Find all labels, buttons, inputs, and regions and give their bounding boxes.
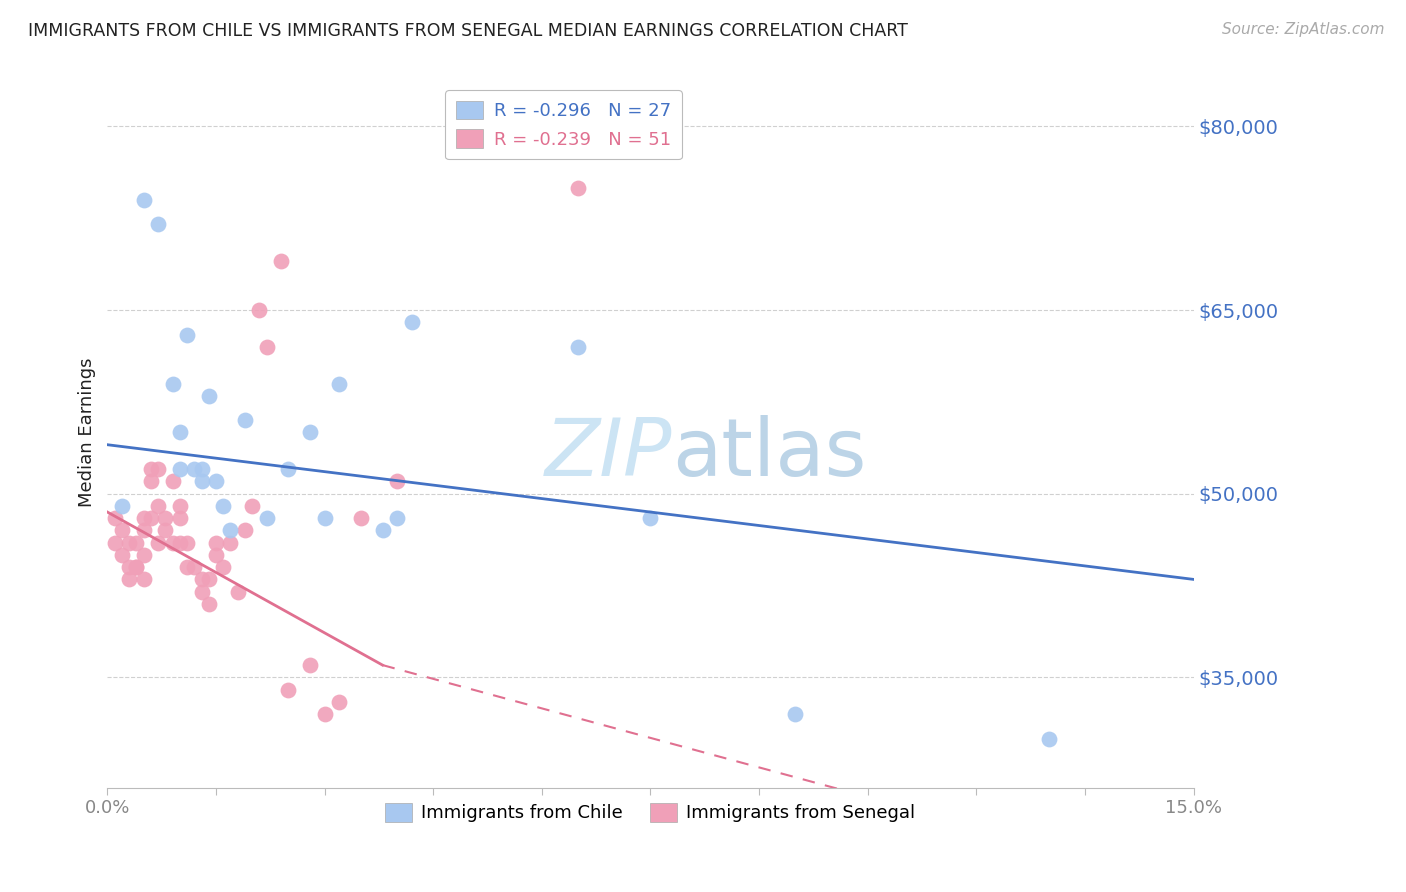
- Point: [132, 548, 155, 562]
- Point: [233, 524, 256, 538]
- Point: [314, 707, 336, 722]
- Point: [176, 327, 198, 342]
- Point: [190, 584, 212, 599]
- Point: [226, 584, 249, 599]
- Point: [256, 511, 278, 525]
- Point: [205, 548, 228, 562]
- Point: [176, 535, 198, 549]
- Point: [197, 389, 219, 403]
- Point: [190, 462, 212, 476]
- Point: [118, 560, 141, 574]
- Point: [240, 499, 263, 513]
- Point: [139, 462, 162, 476]
- Point: [125, 560, 148, 574]
- Point: [125, 560, 148, 574]
- Point: [249, 303, 271, 318]
- Point: [212, 560, 235, 574]
- Point: [118, 535, 141, 549]
- Point: [205, 535, 228, 549]
- Point: [270, 254, 292, 268]
- Y-axis label: Median Earnings: Median Earnings: [79, 358, 96, 508]
- Point: [169, 535, 191, 549]
- Point: [785, 707, 807, 722]
- Text: IMMIGRANTS FROM CHILE VS IMMIGRANTS FROM SENEGAL MEDIAN EARNINGS CORRELATION CHA: IMMIGRANTS FROM CHILE VS IMMIGRANTS FROM…: [28, 22, 908, 40]
- Point: [277, 682, 299, 697]
- Point: [1038, 731, 1060, 746]
- Legend: Immigrants from Chile, Immigrants from Senegal: Immigrants from Chile, Immigrants from S…: [378, 796, 922, 830]
- Point: [314, 511, 336, 525]
- Point: [212, 499, 235, 513]
- Point: [233, 413, 256, 427]
- Point: [183, 462, 205, 476]
- Point: [371, 524, 394, 538]
- Point: [139, 511, 162, 525]
- Point: [139, 475, 162, 489]
- Point: [155, 511, 177, 525]
- Point: [277, 462, 299, 476]
- Point: [219, 535, 242, 549]
- Point: [190, 475, 212, 489]
- Text: atlas: atlas: [672, 415, 866, 492]
- Point: [146, 499, 169, 513]
- Point: [111, 548, 134, 562]
- Point: [169, 511, 191, 525]
- Point: [162, 376, 184, 391]
- Point: [205, 475, 228, 489]
- Point: [146, 535, 169, 549]
- Point: [169, 425, 191, 440]
- Point: [132, 524, 155, 538]
- Point: [385, 475, 408, 489]
- Point: [385, 511, 408, 525]
- Point: [111, 499, 134, 513]
- Point: [155, 524, 177, 538]
- Point: [104, 511, 127, 525]
- Point: [104, 535, 127, 549]
- Point: [146, 462, 169, 476]
- Point: [190, 573, 212, 587]
- Point: [328, 376, 350, 391]
- Point: [146, 218, 169, 232]
- Point: [299, 425, 322, 440]
- Point: [567, 180, 589, 194]
- Text: ZIP: ZIP: [544, 415, 672, 492]
- Text: Source: ZipAtlas.com: Source: ZipAtlas.com: [1222, 22, 1385, 37]
- Point: [299, 658, 322, 673]
- Point: [401, 315, 423, 329]
- Point: [132, 573, 155, 587]
- Point: [197, 573, 219, 587]
- Point: [162, 535, 184, 549]
- Point: [183, 560, 205, 574]
- Point: [132, 193, 155, 207]
- Point: [350, 511, 373, 525]
- Point: [132, 511, 155, 525]
- Point: [125, 535, 148, 549]
- Point: [111, 524, 134, 538]
- Point: [567, 340, 589, 354]
- Point: [162, 475, 184, 489]
- Point: [169, 462, 191, 476]
- Point: [118, 573, 141, 587]
- Point: [219, 524, 242, 538]
- Point: [256, 340, 278, 354]
- Point: [197, 597, 219, 611]
- Point: [176, 560, 198, 574]
- Point: [169, 499, 191, 513]
- Point: [328, 695, 350, 709]
- Point: [640, 511, 662, 525]
